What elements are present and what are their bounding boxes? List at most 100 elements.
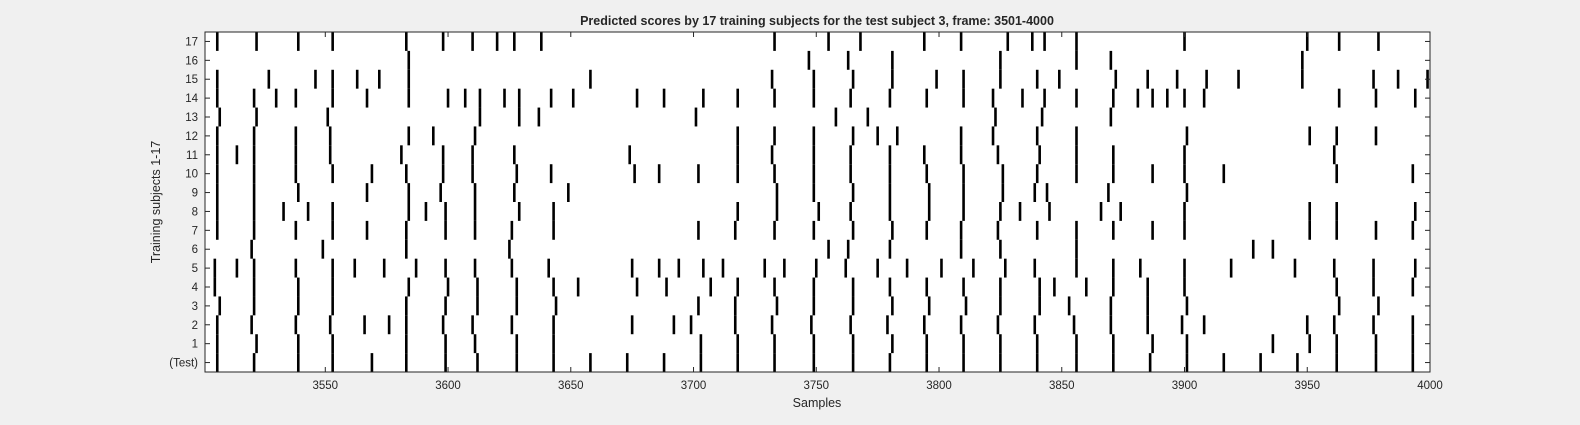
event-mark-row-14-34 [1337, 88, 1341, 108]
event-mark-row-17-5 [441, 32, 445, 51]
event-mark-row-2-17 [849, 315, 852, 335]
event-mark-row-3-5 [444, 296, 447, 316]
event-mark-row-11-18 [1038, 145, 1041, 165]
event-mark-row-2-15 [770, 315, 774, 335]
event-mark-row-17-12 [859, 32, 862, 51]
event-mark-row-11-5 [400, 145, 403, 165]
event-mark-row-13-0 [218, 107, 222, 127]
event-mark-row-9-14 [962, 183, 965, 202]
event-mark-row-0-22 [1035, 353, 1039, 372]
event-mark-row-9-0 [215, 183, 219, 202]
event-mark-row-3-10 [733, 296, 737, 316]
event-mark-row-1-15 [925, 334, 929, 354]
event-mark-row-1-6 [473, 334, 477, 354]
event-mark-row-15-19 [1175, 69, 1179, 89]
event-mark-row-12-16 [1075, 126, 1078, 146]
event-mark-row-6-2 [405, 239, 408, 259]
event-mark-row-8-17 [962, 202, 965, 221]
event-mark-row-2-16 [810, 315, 813, 335]
event-mark-row-17-9 [540, 32, 543, 51]
event-mark-row-5-5 [353, 258, 357, 278]
event-mark-row-10-16 [849, 164, 852, 184]
event-mark-row-8-16 [927, 202, 931, 221]
x-axis: 3550 3600 3650 3700 3750 3800 3850 3900 3950 4000 [312, 32, 1443, 392]
event-mark-row-8-22 [1119, 202, 1122, 221]
event-mark-row-2-0 [215, 315, 219, 335]
event-mark-row-17-1 [255, 32, 258, 51]
event-mark-row-0-5 [405, 353, 408, 372]
event-mark-row-4-24 [1112, 277, 1115, 297]
event-mark-row-11-20 [1112, 145, 1115, 165]
event-mark-row-2-22 [1033, 315, 1037, 335]
y-tick-label-11: 11 [186, 150, 198, 162]
event-mark-row-6-8 [999, 239, 1002, 259]
event-mark-row-13-9 [994, 107, 997, 127]
event-mark-row-8-14 [849, 202, 852, 221]
event-mark-row-13-11 [1109, 107, 1113, 127]
event-mark-row-8-20 [1048, 202, 1051, 221]
event-mark-row-11-15 [922, 145, 926, 165]
event-mark-row-9-18 [1107, 183, 1110, 202]
event-mark-row-15-0 [215, 69, 219, 89]
event-mark-row-9-13 [927, 183, 931, 202]
event-mark-row-9-1 [252, 183, 256, 202]
y-tick-label-4: 4 [192, 282, 199, 294]
event-mark-row-9-4 [407, 183, 411, 202]
y-tick-label-12: 12 [185, 131, 198, 143]
event-mark-row-3-22 [1185, 296, 1189, 316]
event-mark-row-14-29 [1136, 88, 1140, 108]
event-mark-row-17-10 [773, 32, 776, 51]
event-mark-row-5-31 [1229, 258, 1233, 278]
event-mark-row-2-3 [328, 315, 332, 335]
event-mark-row-13-4 [517, 107, 521, 127]
event-mark-row-17-22 [1377, 32, 1380, 51]
event-mark-row-2-9 [510, 315, 514, 335]
event-mark-row-8-15 [888, 202, 892, 221]
event-mark-row-1-18 [1035, 334, 1039, 354]
event-mark-row-5-6 [382, 258, 386, 278]
event-mark-row-3-20 [1109, 296, 1113, 316]
event-mark-row-1-13 [851, 334, 855, 354]
event-mark-row-15-17 [1114, 69, 1118, 89]
event-mark-row-13-8 [866, 107, 870, 127]
event-mark-row-15-10 [851, 69, 855, 89]
y-tick-label-5: 5 [192, 263, 198, 275]
event-mark-row-3-18 [1038, 296, 1041, 316]
event-mark-row-11-0 [215, 145, 219, 165]
event-mark-row-15-18 [1146, 69, 1149, 89]
event-mark-row-15-13 [962, 69, 965, 89]
event-mark-row-5-14 [677, 258, 681, 278]
event-mark-row-0-31 [1374, 353, 1378, 372]
event-mark-row-0-0 [215, 353, 219, 372]
event-mark-row-14-4 [331, 88, 334, 108]
event-mark-row-14-33 [1202, 88, 1206, 108]
event-mark-row-15-22 [1301, 69, 1304, 89]
event-mark-row-11-2 [252, 145, 256, 165]
event-mark-row-5-20 [844, 258, 848, 278]
event-mark-row-11-6 [441, 145, 445, 165]
event-mark-row-0-4 [370, 353, 374, 372]
event-mark-row-9-3 [365, 183, 369, 202]
event-mark-row-0-8 [515, 353, 519, 372]
event-mark-row-17-16 [1031, 32, 1034, 51]
event-mark-row-1-20 [1112, 334, 1115, 354]
event-mark-row-9-6 [473, 183, 477, 202]
event-mark-row-4-17 [888, 277, 892, 297]
event-mark-row-13-1 [255, 107, 258, 127]
event-mark-row-12-4 [407, 126, 411, 146]
event-mark-row-5-25 [1004, 258, 1007, 278]
event-mark-row-7-14 [851, 220, 855, 240]
event-mark-row-4-22 [1053, 277, 1056, 297]
event-mark-row-8-23 [1183, 202, 1186, 221]
event-mark-row-0-11 [625, 353, 629, 372]
event-mark-row-14-19 [812, 88, 816, 108]
event-mark-row-4-11 [665, 277, 668, 297]
event-mark-row-6-10 [1251, 239, 1255, 259]
event-mark-row-1-24 [1308, 334, 1312, 354]
event-mark-row-4-16 [851, 277, 855, 297]
event-mark-row-12-20 [1374, 126, 1378, 146]
event-mark-row-7-7 [473, 220, 477, 240]
event-mark-row-1-26 [1374, 334, 1378, 354]
event-mark-row-17-15 [1006, 32, 1010, 51]
